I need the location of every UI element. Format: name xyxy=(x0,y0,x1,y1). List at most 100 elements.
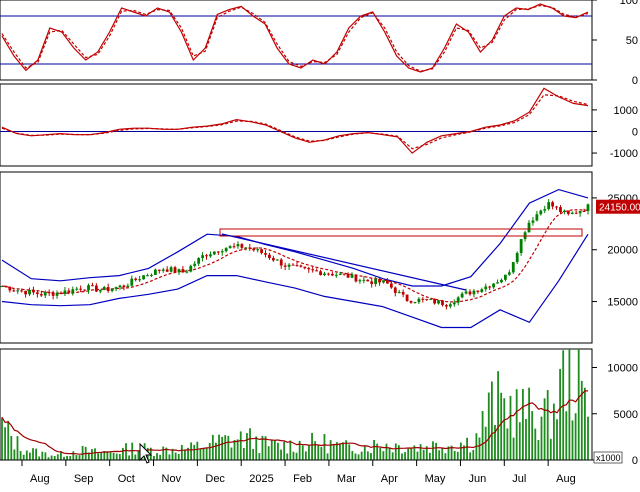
candle-body xyxy=(366,279,370,282)
candle-body xyxy=(32,289,35,293)
y-tick-label: 50 xyxy=(626,35,638,47)
x-tick-label: Dec xyxy=(205,473,225,485)
volume-bar xyxy=(56,454,59,460)
volume-bar xyxy=(224,435,227,460)
candle-body xyxy=(334,274,338,276)
candle-body xyxy=(401,291,405,295)
candle-body xyxy=(106,287,110,292)
panel-border xyxy=(0,0,593,81)
volume-bar xyxy=(109,451,112,460)
candle-body xyxy=(441,300,444,306)
panel-border xyxy=(0,83,593,167)
candle-body xyxy=(346,273,350,278)
volume-bar xyxy=(159,454,162,460)
volume-bar xyxy=(301,445,304,460)
candle-body xyxy=(153,269,157,275)
volume-bar xyxy=(162,446,165,460)
candle-body xyxy=(275,259,279,261)
volume-bar xyxy=(246,433,248,460)
volume-bar xyxy=(103,451,106,460)
candle-body xyxy=(378,278,381,283)
volume-bar xyxy=(521,388,524,460)
volume-bar xyxy=(373,440,375,460)
macd-line xyxy=(1,87,589,154)
candle-body xyxy=(47,292,51,294)
volume-bar xyxy=(258,453,261,460)
volume-bar xyxy=(35,448,38,460)
volume-bar xyxy=(397,445,400,460)
volume-bar xyxy=(311,432,313,460)
volume-bar xyxy=(574,413,577,460)
candle-body xyxy=(445,305,448,307)
volume-bar xyxy=(469,452,472,460)
candle-body xyxy=(433,298,437,304)
candle-body xyxy=(330,273,334,276)
volume-bar xyxy=(81,445,84,460)
candle-body xyxy=(319,271,322,275)
candle-body xyxy=(122,285,126,288)
candle-body xyxy=(8,286,12,291)
volume-bar xyxy=(531,411,534,460)
volume-bar xyxy=(543,398,546,460)
candle-body xyxy=(83,289,86,291)
candle-body xyxy=(539,210,543,215)
volume-bar xyxy=(422,449,425,460)
candle-body xyxy=(35,292,39,295)
candle-body xyxy=(51,292,55,296)
candle-body xyxy=(464,291,468,294)
x-tick-label: Mar xyxy=(337,473,356,485)
volume-bar xyxy=(419,444,422,460)
volume-bar xyxy=(583,387,586,460)
volume-bar xyxy=(174,452,177,460)
candle-body xyxy=(118,285,122,288)
candle-body xyxy=(492,283,496,288)
x-tick-label: Aug xyxy=(556,473,576,485)
candle-body xyxy=(28,289,31,295)
volume-bar xyxy=(286,453,289,460)
volume-bar xyxy=(252,448,255,460)
candle-body xyxy=(535,214,539,221)
volume-bar xyxy=(525,418,527,460)
x-tick-label: 2025 xyxy=(249,473,273,485)
volume-bar xyxy=(53,455,56,460)
candle-body xyxy=(197,258,201,264)
volume-bar xyxy=(354,453,357,460)
volume-bar xyxy=(75,455,78,460)
volume-bar xyxy=(435,442,437,460)
candle-body xyxy=(138,279,142,281)
volume-bar xyxy=(546,390,549,460)
candle-body xyxy=(389,283,393,288)
candle-body xyxy=(165,269,169,272)
candle-body xyxy=(456,297,460,303)
candle-body xyxy=(515,253,519,263)
volume-bar xyxy=(41,451,44,460)
candle-body xyxy=(91,285,94,287)
candle-body xyxy=(283,265,287,267)
volume-bar xyxy=(289,440,292,460)
volume-bar xyxy=(283,441,286,460)
candle-body xyxy=(98,290,102,292)
candle-body xyxy=(67,290,71,293)
volume-bar xyxy=(447,446,450,460)
volume-bar xyxy=(580,380,583,460)
volume-bar xyxy=(342,442,344,460)
volume-bar xyxy=(50,455,53,460)
volume-bar xyxy=(249,428,251,460)
volume-bar xyxy=(466,437,468,460)
volume-bar xyxy=(304,451,307,460)
volume-bar xyxy=(438,450,441,460)
candle-body xyxy=(511,262,515,273)
volume-bar xyxy=(317,445,320,460)
bollinger-upper xyxy=(1,188,589,287)
volume-bar xyxy=(537,440,540,460)
candle-body xyxy=(496,282,499,284)
volume-bar xyxy=(478,437,481,460)
volume-bar xyxy=(187,447,189,460)
volume-bar xyxy=(128,455,131,460)
candle-body xyxy=(488,286,492,288)
volume-bar xyxy=(494,425,496,460)
candle-body xyxy=(338,273,342,275)
last-price-tag xyxy=(596,199,640,214)
volume-bar xyxy=(78,455,81,460)
